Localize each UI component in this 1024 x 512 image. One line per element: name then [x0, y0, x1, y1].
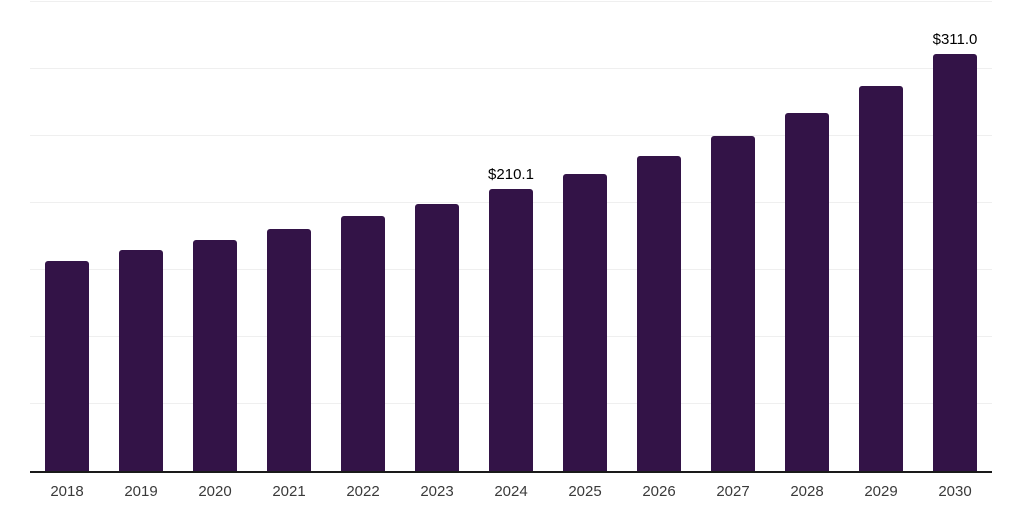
bar-2021 [267, 229, 311, 471]
bar-value-label-2024: $210.1 [488, 166, 534, 184]
x-axis-label-2018: 2018 [50, 483, 84, 500]
bar-2019 [119, 249, 163, 471]
gridline [30, 1, 992, 2]
x-axis-label-2030: 2030 [938, 483, 972, 500]
x-axis-labels: 2018 2019 2020 2021 2022 2023 2024 2025 2026 2027… [30, 484, 992, 504]
bar-2023 [415, 203, 459, 471]
bar-2026 [637, 155, 681, 471]
x-axis-line [30, 471, 992, 473]
x-axis-label-2023: 2023 [420, 483, 454, 500]
bar-value-label-2030: $311.0 [932, 31, 978, 49]
bar-2025 [563, 173, 607, 471]
x-axis-label-2019: 2019 [124, 483, 158, 500]
gridline [30, 135, 992, 136]
bar-2020 [193, 240, 237, 471]
bar-2029 [859, 86, 903, 471]
x-axis-label-2021: 2021 [272, 483, 306, 500]
bar-2030 [933, 54, 977, 471]
bar-2022 [341, 216, 385, 471]
bar-2018 [45, 260, 89, 471]
plot-area: $210.1 $311.0 [30, 1, 992, 471]
bar-2027 [711, 135, 755, 471]
bar-2028 [785, 112, 829, 471]
x-axis-label-2029: 2029 [864, 483, 898, 500]
x-axis-label-2020: 2020 [198, 483, 232, 500]
gridline [30, 68, 992, 69]
x-axis-label-2026: 2026 [642, 483, 676, 500]
x-axis-label-2024: 2024 [494, 483, 528, 500]
x-axis-label-2022: 2022 [346, 483, 380, 500]
x-axis-label-2027: 2027 [716, 483, 750, 500]
x-axis-label-2025: 2025 [568, 483, 602, 500]
x-axis-label-2028: 2028 [790, 483, 824, 500]
bar-2024 [489, 189, 533, 471]
